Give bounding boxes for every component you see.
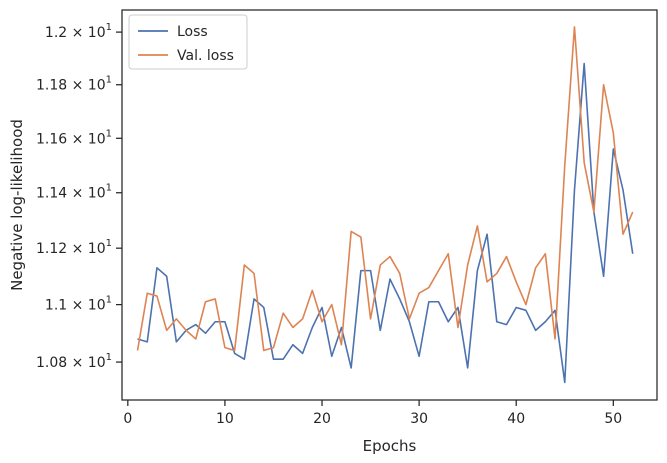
y-tick-label: 1.14 × 101	[36, 183, 112, 202]
y-tick-label: 1.12 × 101	[36, 238, 112, 257]
series-layer	[136, 26, 634, 384]
series-line-loss	[137, 62, 634, 384]
x-tick-label: 20	[313, 411, 331, 427]
y-axis-label: Negative log-likelihood	[8, 119, 26, 291]
y-axis-ticks: 1.08 × 101 1.1 × 101 1.12 × 101 1.14 × 101 1…	[36, 22, 122, 371]
x-tick-label: 30	[410, 411, 428, 427]
x-tick-label: 10	[216, 411, 234, 427]
y-tick-label: 1.08 × 101	[36, 352, 112, 371]
series-line-val-loss	[136, 26, 634, 352]
legend-label: Val. loss	[177, 48, 234, 64]
y-tick-label: 1.18 × 101	[36, 75, 112, 94]
x-axis-label: Epochs	[363, 437, 417, 455]
legend: Loss Val. loss	[128, 14, 248, 70]
x-tick-label: 0	[123, 411, 132, 427]
legend-label: Loss	[177, 24, 208, 40]
y-tick-label: 1.1 × 101	[45, 295, 112, 314]
x-tick-label: 50	[604, 411, 622, 427]
x-axis-ticks: 0 10 20 30 40 50	[123, 400, 622, 427]
x-tick-label: 40	[507, 411, 525, 427]
plot-frame	[121, 9, 658, 401]
y-tick-label: 1.2 × 101	[45, 22, 112, 41]
y-tick-label: 1.16 × 101	[36, 128, 112, 147]
